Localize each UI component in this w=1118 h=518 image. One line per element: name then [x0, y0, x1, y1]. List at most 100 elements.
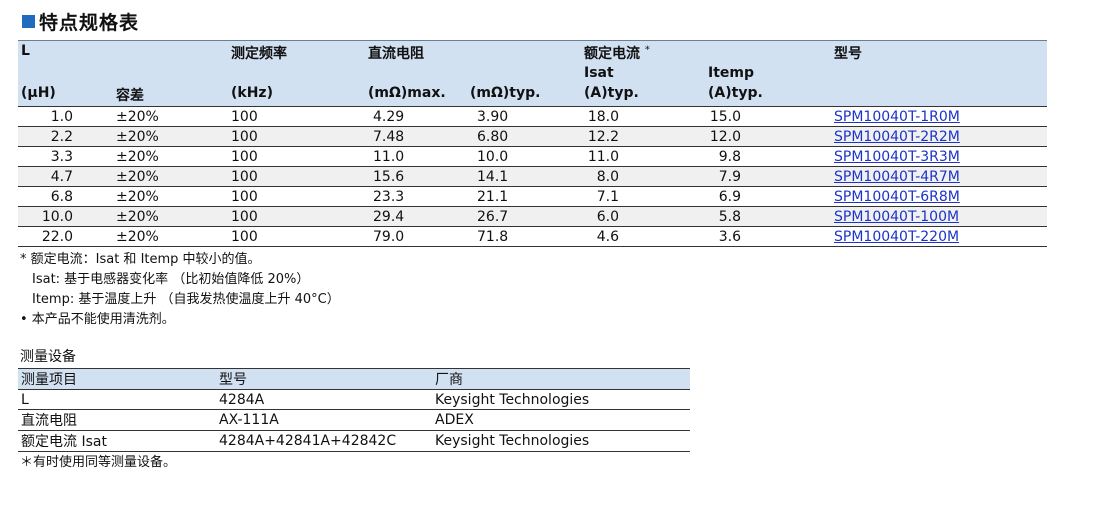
- cell-itemp: 7.9: [705, 167, 831, 187]
- section-title-text: 特点规格表: [39, 8, 139, 35]
- cell-itemp: 9.8: [705, 147, 831, 167]
- header-tolerance: 容差: [113, 85, 228, 107]
- measurement-title: 测量设备: [20, 346, 76, 366]
- cell-dcr-typ: 14.1: [467, 167, 581, 187]
- cell-isat: 7.1: [581, 187, 705, 207]
- header-isat-unit: (A)typ.: [581, 85, 705, 107]
- cell-part: SPM10040T-3R3M: [831, 147, 1047, 167]
- header-rated: 额定电流 *: [581, 41, 831, 66]
- cell-isat: 4.6: [581, 227, 705, 247]
- measurement-footnote: ＊有时使用同等测量设备。: [20, 451, 176, 470]
- cell-dcr-typ: 71.8: [467, 227, 581, 247]
- meas-cell-model: AX-111A: [216, 410, 432, 431]
- table-row: 10.0 ±20% 100 29.4 26.7 6.0 5.8 SPM10040T-100M: [18, 207, 1047, 227]
- table-row: 4.7 ±20% 100 15.6 14.1 8.0 7.9 SPM10040T-4R7M: [18, 167, 1047, 187]
- cell-dcr-typ: 26.7: [467, 207, 581, 227]
- table-row: 6.8 ±20% 100 23.3 21.1 7.1 6.9 SPM10040T-6R8M: [18, 187, 1047, 207]
- cell-frequency: 100: [228, 147, 365, 167]
- cell-part: SPM10040T-100M: [831, 207, 1047, 227]
- cell-part: SPM10040T-220M: [831, 227, 1047, 247]
- header-L-unit: (μH): [18, 85, 113, 107]
- part-number-link[interactable]: SPM10040T-1R0M: [834, 109, 960, 125]
- table-row: 22.0 ±20% 100 79.0 71.8 4.6 3.6 SPM10040T-220M: [18, 227, 1047, 247]
- table-row: L 4284A Keysight Technologies: [18, 390, 690, 410]
- cell-itemp: 5.8: [705, 207, 831, 227]
- header-itemp-unit: (A)typ.: [705, 85, 831, 107]
- cell-dcr-max: 7.48: [365, 127, 467, 147]
- cell-dcr-max: 4.29: [365, 107, 467, 127]
- table-row: 直流电阻 AX-111A ADEX: [18, 410, 690, 431]
- part-number-link[interactable]: SPM10040T-4R7M: [834, 169, 960, 185]
- part-number-link[interactable]: SPM10040T-6R8M: [834, 189, 960, 205]
- cell-dcr-max: 23.3: [365, 187, 467, 207]
- cell-dcr-max: 15.6: [365, 167, 467, 187]
- cell-part: SPM10040T-6R8M: [831, 187, 1047, 207]
- cell-itemp: 12.0: [705, 127, 831, 147]
- header-freq-unit: (kHz): [228, 85, 365, 107]
- header-dcr: 直流电阻: [365, 41, 581, 66]
- cell-frequency: 100: [228, 167, 365, 187]
- note-isat: Isat: 基于电感器变化率 （比初始值降低 20%）: [20, 270, 340, 290]
- cell-tolerance: ±20%: [113, 207, 228, 227]
- cell-frequency: 100: [228, 227, 365, 247]
- cell-part: SPM10040T-2R2M: [831, 127, 1047, 147]
- part-number-link[interactable]: SPM10040T-3R3M: [834, 149, 960, 165]
- table-row: 额定电流 Isat 4284A+42841A+42842C Keysight Tec…: [18, 431, 690, 452]
- header-dcr-typ: (mΩ)typ.: [467, 85, 581, 107]
- cell-isat: 12.2: [581, 127, 705, 147]
- meas-cell-model: 4284A+42841A+42842C: [216, 431, 432, 452]
- cell-inductance: 6.8: [18, 187, 113, 207]
- table-row: 3.3 ±20% 100 11.0 10.0 11.0 9.8 SPM10040T-3R3M: [18, 147, 1047, 167]
- table-row: 1.0 ±20% 100 4.29 3.90 18.0 15.0 SPM10040T-1R0M: [18, 107, 1047, 127]
- cell-itemp: 3.6: [705, 227, 831, 247]
- cell-inductance: 1.0: [18, 107, 113, 127]
- cell-tolerance: ±20%: [113, 147, 228, 167]
- cell-isat: 6.0: [581, 207, 705, 227]
- header-isat: Isat: [581, 65, 705, 85]
- cell-itemp: 6.9: [705, 187, 831, 207]
- header-L: L: [18, 41, 113, 66]
- cell-inductance: 22.0: [18, 227, 113, 247]
- meas-header-item: 测量项目: [18, 369, 216, 390]
- meas-cell-maker: ADEX: [432, 410, 690, 431]
- header-dcr-max: (mΩ)max.: [365, 85, 467, 107]
- header-part: 型号: [831, 41, 1047, 66]
- measurement-table: 测量项目 型号 厂商 L 4284A Keysight Technologies 直流…: [18, 368, 690, 452]
- cell-dcr-typ: 10.0: [467, 147, 581, 167]
- cell-tolerance: ±20%: [113, 107, 228, 127]
- cell-inductance: 3.3: [18, 147, 113, 167]
- part-number-link[interactable]: SPM10040T-220M: [834, 229, 959, 245]
- cell-part: SPM10040T-4R7M: [831, 167, 1047, 187]
- cell-inductance: 4.7: [18, 167, 113, 187]
- spec-table: L 测定频率 直流电阻 额定电流 * 型号 Isat Itemp (μH) 容差…: [18, 40, 1047, 247]
- meas-header-maker: 厂商: [432, 369, 690, 390]
- meas-cell-maker: Keysight Technologies: [432, 431, 690, 452]
- cell-inductance: 10.0: [18, 207, 113, 227]
- meas-cell-item: L: [18, 390, 216, 410]
- cell-dcr-max: 29.4: [365, 207, 467, 227]
- cell-inductance: 2.2: [18, 127, 113, 147]
- cell-dcr-typ: 6.80: [467, 127, 581, 147]
- part-number-link[interactable]: SPM10040T-2R2M: [834, 129, 960, 145]
- cell-frequency: 100: [228, 107, 365, 127]
- meas-cell-item: 额定电流 Isat: [18, 431, 216, 452]
- cell-isat: 18.0: [581, 107, 705, 127]
- header-itemp: Itemp: [705, 65, 831, 85]
- cell-dcr-typ: 21.1: [467, 187, 581, 207]
- note-itemp: Itemp: 基于温度上升 （自我发热使温度上升 40°C）: [20, 290, 340, 310]
- section-title: 特点规格表: [22, 8, 139, 34]
- cell-frequency: 100: [228, 207, 365, 227]
- notes: * 额定电流：Isat 和 Itemp 中较小的值。 Isat: 基于电感器变化…: [20, 250, 340, 330]
- cell-tolerance: ±20%: [113, 227, 228, 247]
- part-number-link[interactable]: SPM10040T-100M: [834, 209, 959, 225]
- cell-tolerance: ±20%: [113, 167, 228, 187]
- table-row: 2.2 ±20% 100 7.48 6.80 12.2 12.0 SPM10040T-2R2M: [18, 127, 1047, 147]
- header-rated-mark: *: [645, 44, 650, 55]
- cell-dcr-max: 79.0: [365, 227, 467, 247]
- title-square-icon: [22, 15, 35, 28]
- note-rated: * 额定电流：Isat 和 Itemp 中较小的值。: [20, 250, 340, 270]
- note-cleaning: • 本产品不能使用清洗剂。: [20, 310, 340, 330]
- meas-cell-model: 4284A: [216, 390, 432, 410]
- meas-header-model: 型号: [216, 369, 432, 390]
- cell-dcr-typ: 3.90: [467, 107, 581, 127]
